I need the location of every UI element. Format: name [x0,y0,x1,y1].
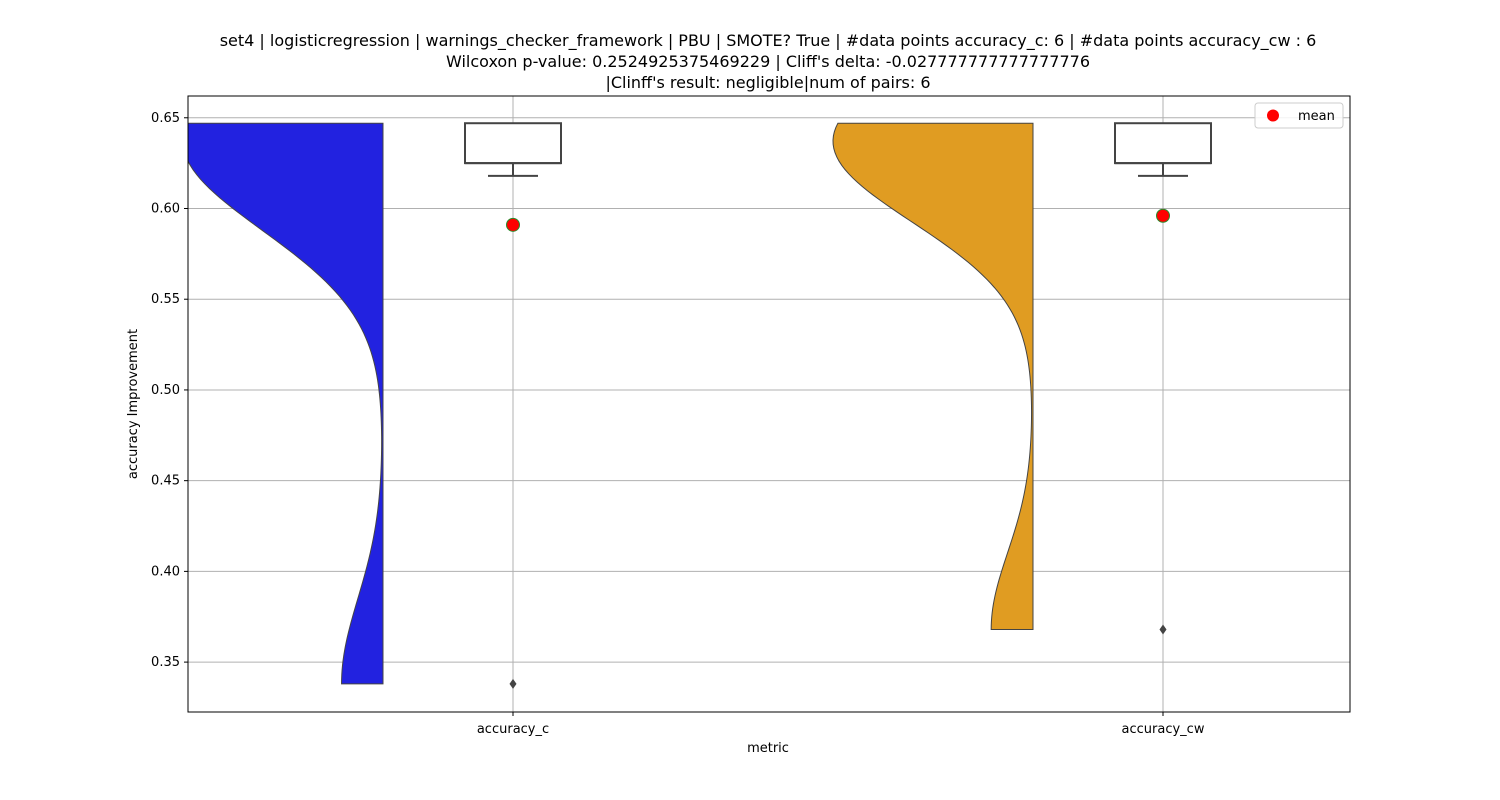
outlier-accuracy_cw [1159,624,1167,635]
y-tick-label: 0.60 [151,201,180,216]
legend-label: mean [1298,109,1335,124]
y-tick-label: 0.35 [151,655,180,670]
y-tick-label: 0.40 [151,564,180,579]
x-tick-label: accuracy_cw [1122,722,1205,737]
outlier-accuracy_c [509,678,517,689]
chart-title-line-2: Wilcoxon p-value: 0.2524925375469229 | C… [446,52,1090,71]
legend-box [1254,102,1344,129]
x-axis-label: metric [747,741,789,756]
y-tick-label: 0.50 [151,383,180,398]
violin-accuracy_c [188,122,384,685]
legend-mean-marker [1267,109,1279,122]
y-tick-label: 0.55 [151,292,180,307]
mean-marker-accuracy_c [506,217,520,232]
y-tick-label: 0.45 [151,474,180,489]
violin-accuracy_cw [832,122,1034,630]
chart-title-line-3: |Clinff's result: negligible|num of pair… [605,73,930,92]
box-accuracy_cw [1114,122,1212,165]
plot-area: 0.35 0.40 0.45 0.50 0.55 0.60 0.65 accuracy_c ac… [151,95,1351,737]
y-tick-label: 0.65 [151,111,180,126]
y-axis-label: accuracy Improvement [126,329,141,479]
plot-frame [187,95,1351,713]
box-accuracy_c [464,122,562,165]
chart-title-line-1: set4 | logisticregression | warnings_che… [220,31,1317,51]
x-tick-label: accuracy_c [477,722,549,737]
mean-marker-accuracy_cw [1156,208,1170,223]
